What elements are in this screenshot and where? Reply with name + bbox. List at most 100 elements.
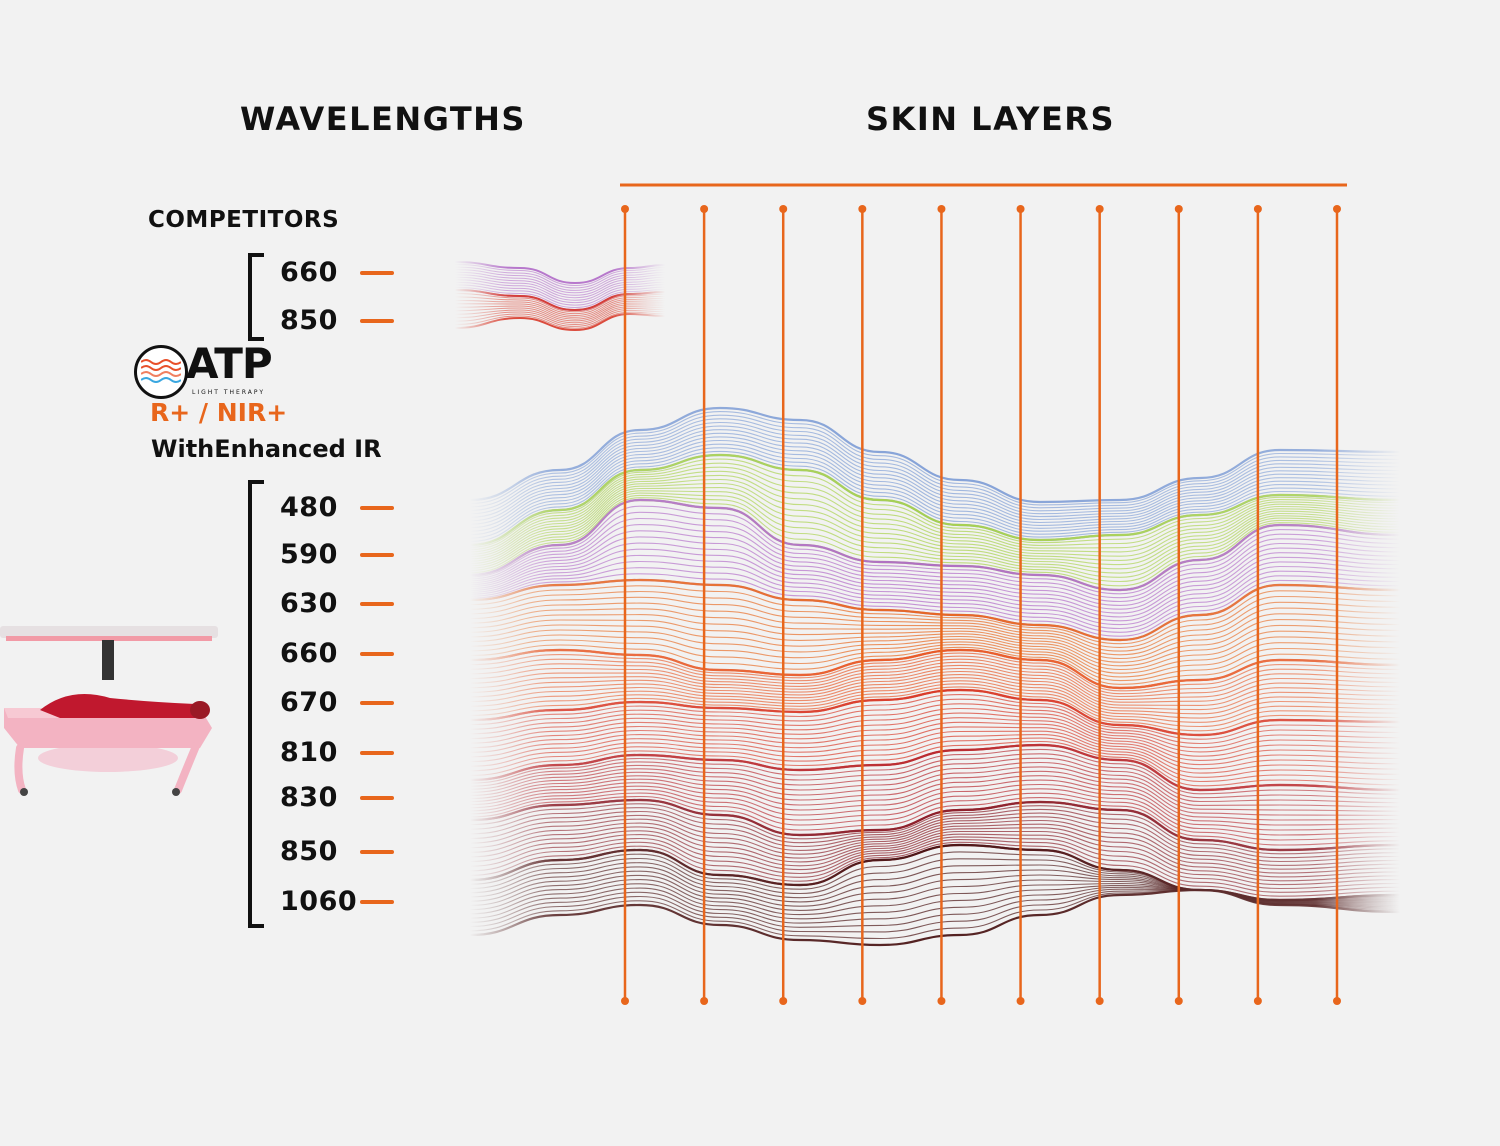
wave-line bbox=[469, 436, 1401, 529]
skin-layer-top-dot bbox=[700, 205, 709, 213]
skin-layer-bottom-dot bbox=[621, 997, 629, 1005]
wavelength-value: 630 bbox=[280, 588, 338, 619]
competitor-wave-line bbox=[454, 307, 666, 326]
wave-line bbox=[469, 839, 1401, 893]
wavelength-value: 590 bbox=[280, 539, 338, 570]
wave-line bbox=[469, 677, 1401, 719]
wave-line bbox=[469, 614, 1401, 663]
wave-line bbox=[469, 497, 1401, 587]
skin-layer-bottom-dot bbox=[1095, 997, 1104, 1005]
wave-line bbox=[469, 542, 1401, 618]
wave-line bbox=[469, 494, 1401, 583]
competitor-wave-line bbox=[454, 298, 666, 317]
wave-line bbox=[469, 661, 1401, 700]
competitor-wave-line bbox=[454, 276, 666, 299]
wave-line bbox=[469, 667, 1401, 706]
competitor-wave-line bbox=[454, 300, 666, 318]
wave-line bbox=[469, 490, 1401, 574]
skin-layer-top-dot bbox=[858, 205, 867, 213]
wave-line bbox=[469, 639, 1401, 682]
wave-line bbox=[469, 462, 1401, 551]
wave-line bbox=[469, 655, 1401, 695]
wave-line bbox=[469, 453, 1401, 547]
wave-line bbox=[469, 474, 1401, 558]
skin-layer-bottom-dot bbox=[1333, 997, 1341, 1005]
wavelength-value: 660 bbox=[280, 257, 338, 288]
competitor-wave-line bbox=[454, 284, 666, 306]
wave-line bbox=[469, 740, 1401, 787]
wave-line bbox=[469, 680, 1401, 723]
wave-line bbox=[469, 406, 1401, 504]
logo-tagline: LIGHT THERAPY bbox=[192, 389, 265, 396]
wave-line bbox=[469, 554, 1401, 626]
competitor-wave-line bbox=[454, 295, 666, 315]
wave-line bbox=[469, 470, 1401, 555]
atp-logo: ATP LIGHT THERAPY bbox=[134, 339, 294, 400]
wave-line bbox=[469, 688, 1401, 737]
skin-layer-bottom-dot bbox=[1253, 997, 1262, 1005]
wave-line bbox=[469, 814, 1401, 866]
skin-layer-bottom-dot bbox=[858, 997, 867, 1005]
wave-line bbox=[469, 429, 1401, 522]
wave-line bbox=[469, 536, 1401, 614]
competitor-wave-line bbox=[454, 271, 666, 294]
wave-line bbox=[469, 874, 1401, 911]
wave-line bbox=[469, 634, 1401, 678]
wave-line bbox=[469, 478, 1401, 561]
wave-line bbox=[469, 830, 1401, 882]
competitor-waves bbox=[454, 261, 666, 332]
wave-line bbox=[469, 674, 1401, 715]
competitor-wave-line bbox=[454, 287, 666, 309]
competitor-wave-line bbox=[454, 266, 666, 289]
competitor-wave-line bbox=[454, 312, 666, 332]
skin-layer-bottom-dot bbox=[1016, 997, 1025, 1005]
wave-line bbox=[469, 619, 1401, 667]
wavelength-tick bbox=[360, 553, 394, 557]
skin-layer-lines bbox=[621, 205, 1341, 1005]
wavelength-value: 670 bbox=[280, 687, 338, 718]
wavelength-tick bbox=[360, 900, 394, 904]
wave-line bbox=[469, 567, 1401, 633]
skin-layer-top-dot bbox=[1016, 205, 1025, 213]
wave-logo-icon bbox=[134, 345, 188, 399]
wave-line bbox=[469, 447, 1401, 539]
wave-line bbox=[469, 414, 1401, 509]
wave-line bbox=[469, 524, 1401, 606]
competitor-wave-line bbox=[454, 269, 666, 291]
wave-line bbox=[469, 578, 1401, 642]
skin-layer-bottom-dot bbox=[937, 997, 946, 1005]
wave-line bbox=[469, 886, 1401, 924]
wave-line bbox=[469, 683, 1401, 728]
wave-line bbox=[469, 505, 1401, 595]
wavelength-tick bbox=[360, 652, 394, 656]
wave-line bbox=[469, 652, 1401, 692]
wavelength-tick bbox=[360, 602, 394, 606]
wavelength-tick bbox=[360, 701, 394, 705]
competitor-wave-line bbox=[454, 261, 666, 285]
competitor-wave-line bbox=[454, 274, 666, 296]
skin-layer-top-dot bbox=[1253, 205, 1262, 213]
competitor-wave-line bbox=[454, 293, 666, 313]
wave-line bbox=[469, 590, 1401, 648]
wave-line bbox=[469, 889, 1401, 940]
wavelength-tick bbox=[360, 271, 394, 275]
wave-line bbox=[469, 421, 1401, 515]
wavelength-value: 1060 bbox=[280, 886, 358, 917]
skin-layer-top-dot bbox=[1174, 205, 1183, 213]
wave-line bbox=[469, 836, 1401, 890]
wave-line bbox=[469, 573, 1401, 637]
wave-line bbox=[469, 425, 1401, 518]
wavelength-tick bbox=[360, 751, 394, 755]
wave-line bbox=[469, 841, 1401, 897]
wave-line bbox=[469, 644, 1401, 685]
wave-line bbox=[469, 560, 1401, 630]
wave-line bbox=[469, 658, 1401, 698]
wave-line bbox=[469, 670, 1401, 711]
spectrum-label: R+ / NIR+ bbox=[150, 398, 288, 427]
wave-line bbox=[469, 498, 1401, 592]
wave-line bbox=[469, 585, 1401, 645]
wave-line bbox=[469, 624, 1401, 671]
skin-layer-top-dot bbox=[621, 205, 629, 213]
